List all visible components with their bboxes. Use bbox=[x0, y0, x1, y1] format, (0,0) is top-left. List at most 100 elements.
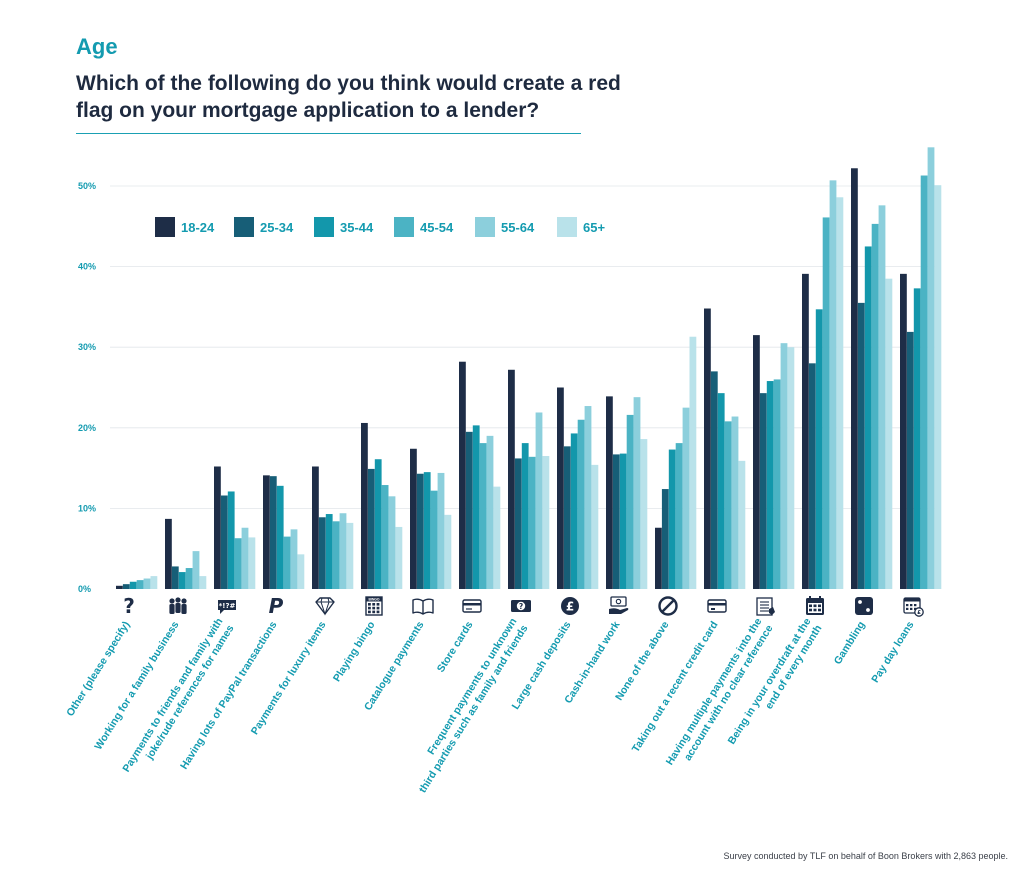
bar bbox=[269, 476, 277, 589]
legend-label: 18-24 bbox=[181, 220, 215, 235]
bar bbox=[773, 379, 781, 589]
bar bbox=[851, 168, 858, 589]
bar bbox=[444, 514, 452, 589]
bar bbox=[290, 529, 298, 589]
dice-icon bbox=[855, 597, 873, 615]
bar bbox=[906, 331, 914, 589]
y-tick-label: 20% bbox=[78, 423, 96, 433]
bar bbox=[514, 458, 522, 589]
bar bbox=[192, 551, 200, 589]
bar bbox=[822, 217, 830, 589]
x-axis-label: None of the above bbox=[613, 619, 671, 703]
bar bbox=[276, 485, 284, 589]
bar bbox=[731, 416, 739, 589]
bar bbox=[535, 412, 543, 589]
bar bbox=[465, 431, 473, 589]
y-axis-ticks: 0% 10% 20% 30% 40% 50% bbox=[78, 181, 96, 594]
speech-bubble-symbols-icon: *!?# bbox=[218, 600, 236, 614]
bar bbox=[885, 278, 893, 589]
bar bbox=[710, 371, 718, 589]
bingo-card-icon: BINGO bbox=[365, 596, 383, 616]
bar bbox=[214, 466, 221, 589]
bar bbox=[220, 495, 228, 589]
legend-label: 25-34 bbox=[260, 220, 294, 235]
bar bbox=[185, 568, 193, 589]
bar bbox=[704, 308, 711, 589]
bar bbox=[864, 246, 872, 589]
bar bbox=[661, 489, 669, 589]
bar bbox=[241, 527, 249, 589]
credit-card-icon bbox=[707, 599, 727, 613]
diamond-icon bbox=[315, 597, 335, 616]
bar bbox=[395, 526, 403, 589]
bar bbox=[116, 585, 123, 589]
bar bbox=[675, 443, 683, 589]
bar bbox=[171, 566, 179, 589]
bar bbox=[913, 288, 921, 589]
survey-footnote: Survey conducted by TLF on behalf of Boo… bbox=[723, 851, 1008, 861]
bar bbox=[780, 343, 788, 589]
x-axis-label: Gambling bbox=[832, 619, 868, 666]
svg-text:*!?#: *!?# bbox=[219, 602, 236, 610]
bar bbox=[542, 456, 550, 589]
svg-text:P: P bbox=[269, 594, 284, 618]
bar bbox=[388, 496, 396, 589]
cash-hand-icon bbox=[609, 596, 629, 614]
bar bbox=[738, 460, 746, 589]
bar bbox=[900, 273, 907, 589]
bar bbox=[857, 302, 865, 589]
x-axis-labels: Other (please specify)Working for a fami… bbox=[64, 616, 916, 795]
bar bbox=[836, 197, 844, 589]
bar bbox=[570, 433, 578, 589]
bar bbox=[199, 576, 207, 589]
bar bbox=[808, 363, 816, 589]
title-divider bbox=[76, 133, 581, 134]
x-axis-label: Store cards bbox=[435, 619, 476, 674]
x-axis-label: Pay day loans bbox=[869, 619, 916, 685]
legend-label: 55-64 bbox=[501, 220, 535, 235]
svg-text:£: £ bbox=[917, 610, 921, 616]
bar bbox=[787, 347, 795, 589]
bar bbox=[920, 175, 928, 589]
bar bbox=[927, 147, 935, 589]
bars bbox=[116, 147, 942, 590]
bar bbox=[143, 578, 151, 589]
bar bbox=[459, 361, 466, 589]
store-card-icon bbox=[462, 599, 482, 613]
bar bbox=[584, 406, 592, 589]
section-label: Age bbox=[76, 34, 118, 59]
bar bbox=[878, 205, 886, 589]
bar bbox=[829, 180, 837, 590]
bar bbox=[563, 446, 571, 589]
gridlines bbox=[110, 185, 938, 509]
legend-swatch bbox=[475, 217, 495, 237]
x-axis-label: Playing bingo bbox=[331, 619, 378, 684]
bar bbox=[640, 439, 648, 589]
x-axis-label: Cash-in-hand work bbox=[562, 619, 622, 706]
bar bbox=[129, 581, 137, 589]
legend-swatch bbox=[314, 217, 334, 237]
bar bbox=[381, 485, 389, 589]
bar bbox=[479, 443, 487, 589]
question-icon: ? bbox=[123, 594, 135, 618]
legend-swatch bbox=[234, 217, 254, 237]
bar bbox=[430, 490, 438, 589]
bar bbox=[283, 536, 291, 589]
bar bbox=[655, 527, 662, 589]
bar bbox=[150, 576, 158, 589]
bar bbox=[367, 468, 375, 589]
bar bbox=[682, 407, 690, 589]
bar bbox=[178, 572, 186, 589]
legend-swatch bbox=[557, 217, 577, 237]
legend-label: 35-44 bbox=[340, 220, 374, 235]
y-tick-label: 0% bbox=[78, 584, 91, 594]
y-tick-label: 30% bbox=[78, 342, 96, 352]
bar bbox=[410, 448, 417, 589]
bar bbox=[557, 387, 564, 589]
bar bbox=[361, 422, 368, 589]
bar bbox=[332, 521, 340, 589]
bar bbox=[724, 421, 732, 589]
bar bbox=[312, 466, 319, 589]
bar bbox=[717, 393, 725, 589]
